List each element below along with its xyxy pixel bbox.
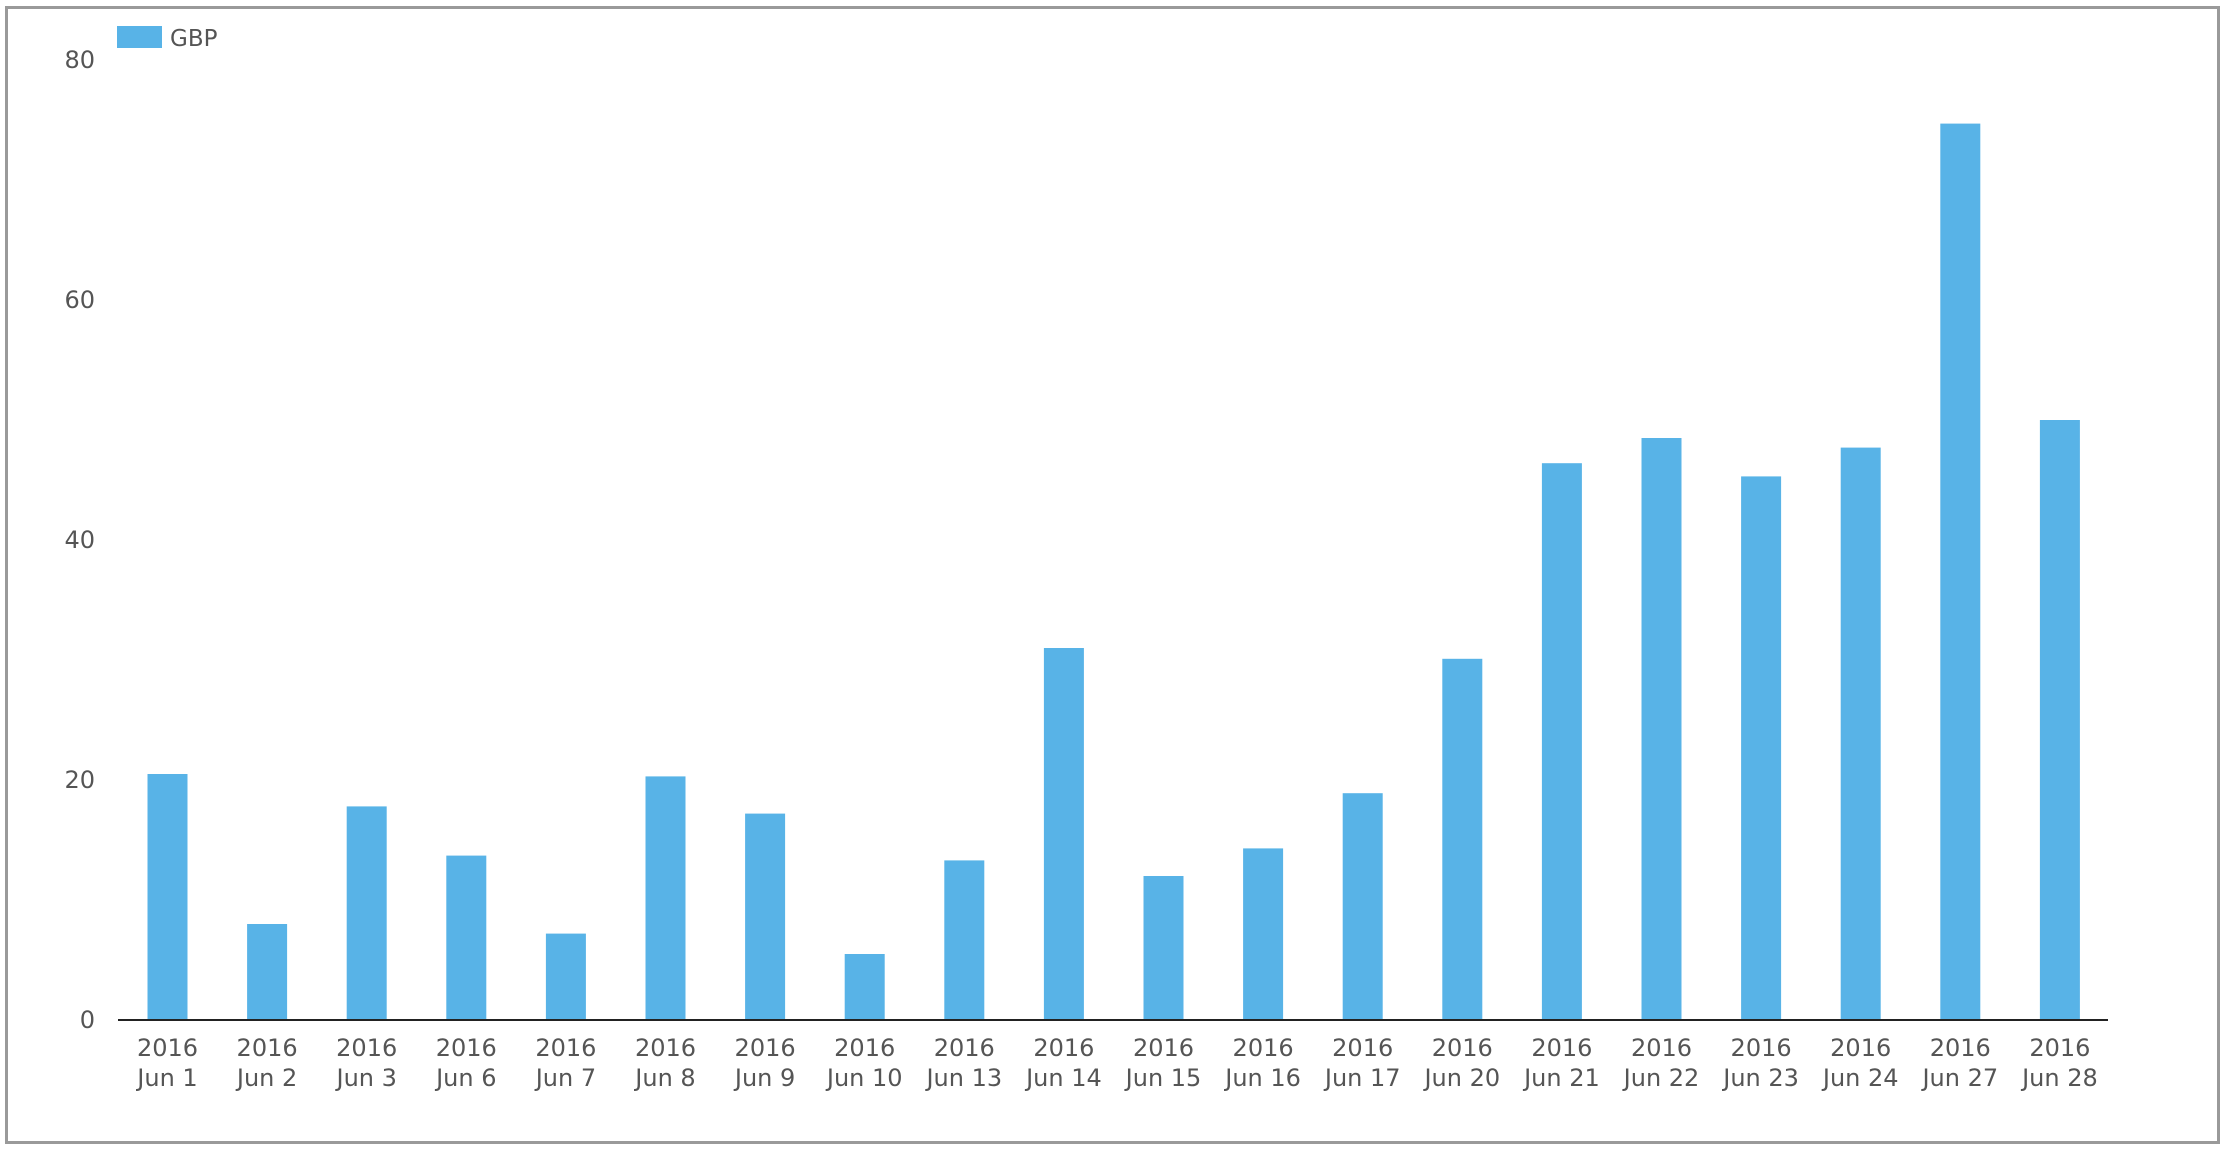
bar-gbp — [545, 933, 586, 1020]
x-tick-label-year: 2016 — [237, 1034, 298, 1062]
x-tick-label-date: Jun 3 — [334, 1064, 396, 1092]
x-tick-label-date: Jun 15 — [1124, 1064, 1202, 1092]
bar-gbp — [1342, 793, 1383, 1020]
bar-gbp — [944, 860, 985, 1020]
x-tick-label-year: 2016 — [535, 1034, 596, 1062]
y-tick-label: 80 — [64, 46, 95, 74]
x-tick-label-year: 2016 — [735, 1034, 796, 1062]
x-tick-label-date: Jun 13 — [924, 1064, 1002, 1092]
x-tick-label-year: 2016 — [1133, 1034, 1194, 1062]
x-tick-label-date: Jun 16 — [1223, 1064, 1301, 1092]
x-tick-label-date: Jun 24 — [1821, 1064, 1899, 1092]
bar-gbp — [645, 776, 686, 1020]
x-tick-label-date: Jun 1 — [135, 1064, 197, 1092]
x-tick-label-year: 2016 — [834, 1034, 895, 1062]
x-tick-label-date: Jun 17 — [1323, 1064, 1401, 1092]
x-tick-label-date: Jun 2 — [235, 1064, 297, 1092]
bar-gbp — [844, 954, 885, 1020]
y-tick-label: 40 — [64, 526, 95, 554]
bar-gbp — [346, 806, 387, 1020]
x-tick-label-date: Jun 21 — [1522, 1064, 1600, 1092]
y-tick-label: 20 — [64, 766, 95, 794]
x-tick-label-date: Jun 9 — [733, 1064, 795, 1092]
bar-gbp — [1541, 463, 1582, 1020]
x-tick-label-year: 2016 — [1930, 1034, 1991, 1062]
x-tick-label-date: Jun 6 — [434, 1064, 496, 1092]
bar-gbp — [745, 813, 786, 1020]
x-tick-label-year: 2016 — [635, 1034, 696, 1062]
y-tick-label: 60 — [64, 286, 95, 314]
legend: GBP — [117, 26, 218, 52]
x-tick-label-year: 2016 — [1731, 1034, 1792, 1062]
bars — [147, 123, 2080, 1021]
bar-gbp — [147, 774, 188, 1020]
x-tick-label-year: 2016 — [1033, 1034, 1094, 1062]
x-tick-label-year: 2016 — [1233, 1034, 1294, 1062]
bar-gbp — [247, 924, 288, 1020]
x-tick-label-date: Jun 10 — [825, 1064, 903, 1092]
x-tick-label-date: Jun 7 — [534, 1064, 596, 1092]
x-tick-label-year: 2016 — [137, 1034, 198, 1062]
y-tick-label: 0 — [80, 1006, 95, 1034]
bar-gbp — [2039, 420, 2080, 1020]
legend-label-gbp: GBP — [170, 26, 218, 52]
bar-gbp — [1940, 123, 1981, 1021]
bar-gbp — [1143, 876, 1184, 1020]
x-tick-label-year: 2016 — [336, 1034, 397, 1062]
x-tick-label-year: 2016 — [1432, 1034, 1493, 1062]
bar-gbp — [1840, 447, 1881, 1021]
bar-gbp — [1043, 648, 1084, 1020]
x-tick-label-date: Jun 28 — [2020, 1064, 2098, 1092]
x-tick-label-date: Jun 20 — [1422, 1064, 1500, 1092]
bar-gbp — [1641, 438, 1682, 1020]
x-tick-label-year: 2016 — [2029, 1034, 2090, 1062]
x-tick-label-date: Jun 22 — [1622, 1064, 1700, 1092]
x-tick-label-year: 2016 — [436, 1034, 497, 1062]
legend-swatch-gbp — [117, 26, 162, 48]
x-tick-label-date: Jun 14 — [1024, 1064, 1102, 1092]
bar-gbp — [1442, 658, 1483, 1020]
x-tick-label-year: 2016 — [1830, 1034, 1891, 1062]
x-tick-label-year: 2016 — [934, 1034, 995, 1062]
x-tick-label-year: 2016 — [1631, 1034, 1692, 1062]
x-tick-label-date: Jun 8 — [633, 1064, 695, 1092]
bar-gbp — [1243, 848, 1284, 1020]
x-tick-label-date: Jun 23 — [1721, 1064, 1799, 1092]
x-tick-label-year: 2016 — [1531, 1034, 1592, 1062]
x-tick-label-year: 2016 — [1332, 1034, 1393, 1062]
bar-gbp — [446, 855, 487, 1020]
bar-gbp — [1741, 476, 1782, 1020]
x-tick-label-date: Jun 27 — [1920, 1064, 1998, 1092]
y-axis-ticks: 0 20 40 60 80 — [64, 46, 95, 1034]
